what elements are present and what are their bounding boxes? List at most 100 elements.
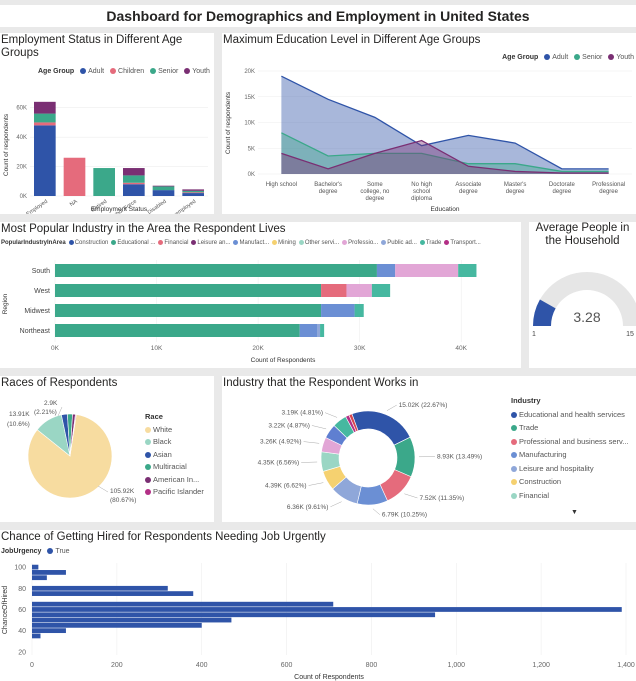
races-legend-item[interactable]: White [145, 424, 204, 437]
industry-work-legend-item[interactable]: Leisure and hospitality [511, 462, 629, 476]
hired-bar [32, 575, 47, 581]
races-panel[interactable]: Races of Respondents Race White Black Asian… [0, 376, 214, 522]
education-legend-youth[interactable]: Youth [604, 54, 634, 61]
races-slice [69, 414, 77, 457]
industry-area-legend-label: Construction [74, 240, 109, 247]
industry-area-legend-label: Professio... [348, 240, 379, 247]
gauge-fill [533, 299, 556, 326]
employment-bar-segment [182, 189, 204, 191]
education-panel[interactable]: Maximum Education Level in Different Age… [222, 33, 636, 214]
hired-ylabel: ChanceOfHired [2, 586, 9, 634]
industry-work-leader [324, 412, 338, 418]
education-ytick: 0K [248, 172, 255, 178]
industry-area-bar-segment [354, 304, 364, 317]
races-legend-label: Black [153, 437, 172, 446]
hired-title: Chance of Getting Hired for Respondents … [1, 531, 326, 543]
legend-scroll-down-icon[interactable]: ▼ [571, 509, 578, 516]
industry-area-bar-segment [317, 324, 321, 337]
employment-legend-children[interactable]: Children [106, 68, 144, 75]
industry-area-xlabel: Count of Respondents [251, 357, 316, 364]
industry-area-legend-item[interactable]: Other servi... [296, 240, 339, 246]
races-legend-label: Asian [153, 449, 172, 459]
industry-area-legend-item[interactable]: Manufact... [230, 240, 269, 246]
industry-work-slice [351, 410, 411, 446]
hired-xtick: 200 [111, 662, 123, 669]
industry-work-legend-label: Manufacturing [519, 450, 567, 459]
hired-chart: 0 200 400 600 800 1,000 1,200 1,400 20 40 60 80 100 C… [2, 563, 635, 681]
industry-work-legend-item[interactable]: Professional and business serv... [511, 435, 629, 449]
industry-area-legend-item[interactable]: Construction [66, 240, 109, 247]
industry-work-legend-label: Professional and business serv... [519, 436, 629, 446]
industry-area-ylabel: Region [2, 293, 9, 314]
industry-work-leader [308, 482, 324, 486]
hired-bar [32, 591, 194, 596]
education-legend-title: Age Group [502, 54, 539, 61]
employment-legend-adult[interactable]: Adult [76, 68, 104, 75]
industry-area-bar-segment [458, 264, 477, 277]
dashboard-title: Dashboard for Demographics and Employmen… [0, 5, 636, 27]
industry-area-panel[interactable]: Most Popular Industry in the Area the Re… [0, 222, 521, 368]
races-legend-item[interactable]: American In... [145, 474, 204, 487]
industry-area-legend-item[interactable]: Trade [417, 240, 441, 246]
hired-xtick: 1,400 [617, 662, 635, 669]
industry-area-legend-item[interactable]: Transport... [441, 240, 481, 247]
employment-panel[interactable]: Employment Status in Different Age Group… [0, 33, 214, 214]
industry-work-panel[interactable]: Industry that the Respondent Works in In… [222, 376, 636, 522]
industry-area-xtick: 40K [455, 345, 467, 352]
education-ylabel: Count of respondents [225, 91, 232, 154]
races-legend-item[interactable]: Pacific Islander [145, 486, 204, 499]
industry-work-legend-label: Educational and health services [519, 409, 625, 419]
household-gauge: 3.28 1 15 [532, 272, 636, 338]
industry-area-legend-label: Transport... [450, 240, 481, 247]
industry-work-legend-item[interactable]: Construction [511, 475, 629, 489]
education-ytick: 10K [244, 121, 255, 127]
industry-area-legend-item[interactable]: Leisure an... [188, 240, 230, 246]
education-area-youth [281, 140, 609, 174]
employment-bar-segment [152, 185, 175, 187]
education-xtick: High school [266, 182, 297, 188]
employment-bar-segment [123, 175, 145, 183]
education-xtick: Doctorate degree [549, 182, 576, 195]
industry-work-legend-item[interactable]: Trade [511, 421, 629, 435]
hired-bar [32, 607, 622, 612]
industry-work-label: 4.35K (6.56%) [258, 459, 300, 466]
hired-panel[interactable]: Chance of Getting Hired for Respondents … [0, 530, 636, 681]
industry-area-bar-segment [346, 284, 372, 297]
education-legend-adult[interactable]: Adult [540, 54, 568, 61]
industry-area-legend-item[interactable]: Educational ... [108, 240, 155, 246]
hired-xtick: 1,200 [532, 662, 550, 669]
employment-xtick: Disabled [147, 199, 168, 214]
hired-bar [32, 617, 232, 623]
industry-area-legend-item[interactable]: Financial [155, 240, 188, 246]
employment-bar-segment [93, 168, 115, 196]
industry-work-legend-item[interactable]: Educational and health services [511, 408, 629, 422]
hired-bar [32, 564, 39, 570]
employment-legend-youth[interactable]: Youth [180, 68, 210, 75]
household-panel[interactable]: Average People in the Household 3.28 1 15 [529, 222, 636, 368]
industry-area-legend-item[interactable]: Professio... [339, 240, 378, 246]
hired-legend-true[interactable]: True [43, 548, 70, 555]
industry-area-legend-item[interactable]: Public ad... [378, 240, 417, 246]
industry-area-ytick: South [32, 268, 50, 275]
races-legend-item[interactable]: Asian [145, 449, 204, 462]
industry-area-ytick: West [34, 288, 50, 295]
industry-area-legend-item[interactable]: Mining [269, 240, 296, 246]
employment-legend-senior[interactable]: Senior [146, 68, 178, 75]
education-area-adult [281, 76, 609, 174]
legend-label-children: Children [118, 68, 145, 75]
employment-ytick: 0K [20, 194, 27, 200]
industry-work-legend-item[interactable]: Manufacturing [511, 448, 629, 462]
industry-work-legend-item[interactable]: Financial [511, 489, 629, 503]
industry-area-ytick: Midwest [24, 308, 50, 315]
employment-xtick: Unemployed [169, 199, 198, 214]
education-area-senior [281, 132, 609, 174]
hired-ytick: 60 [18, 607, 26, 614]
industry-area-ytick: Northeast [20, 328, 50, 335]
education-legend-senior[interactable]: Senior [570, 54, 602, 61]
industry-area-bar-segment [371, 284, 391, 297]
education-line-youth [281, 139, 609, 174]
races-legend-item[interactable]: Multiracial [145, 461, 204, 474]
races-label-asian-pct: (2.21%) [34, 409, 57, 416]
races-legend-item[interactable]: Black [145, 436, 204, 449]
hired-bar [32, 612, 436, 618]
